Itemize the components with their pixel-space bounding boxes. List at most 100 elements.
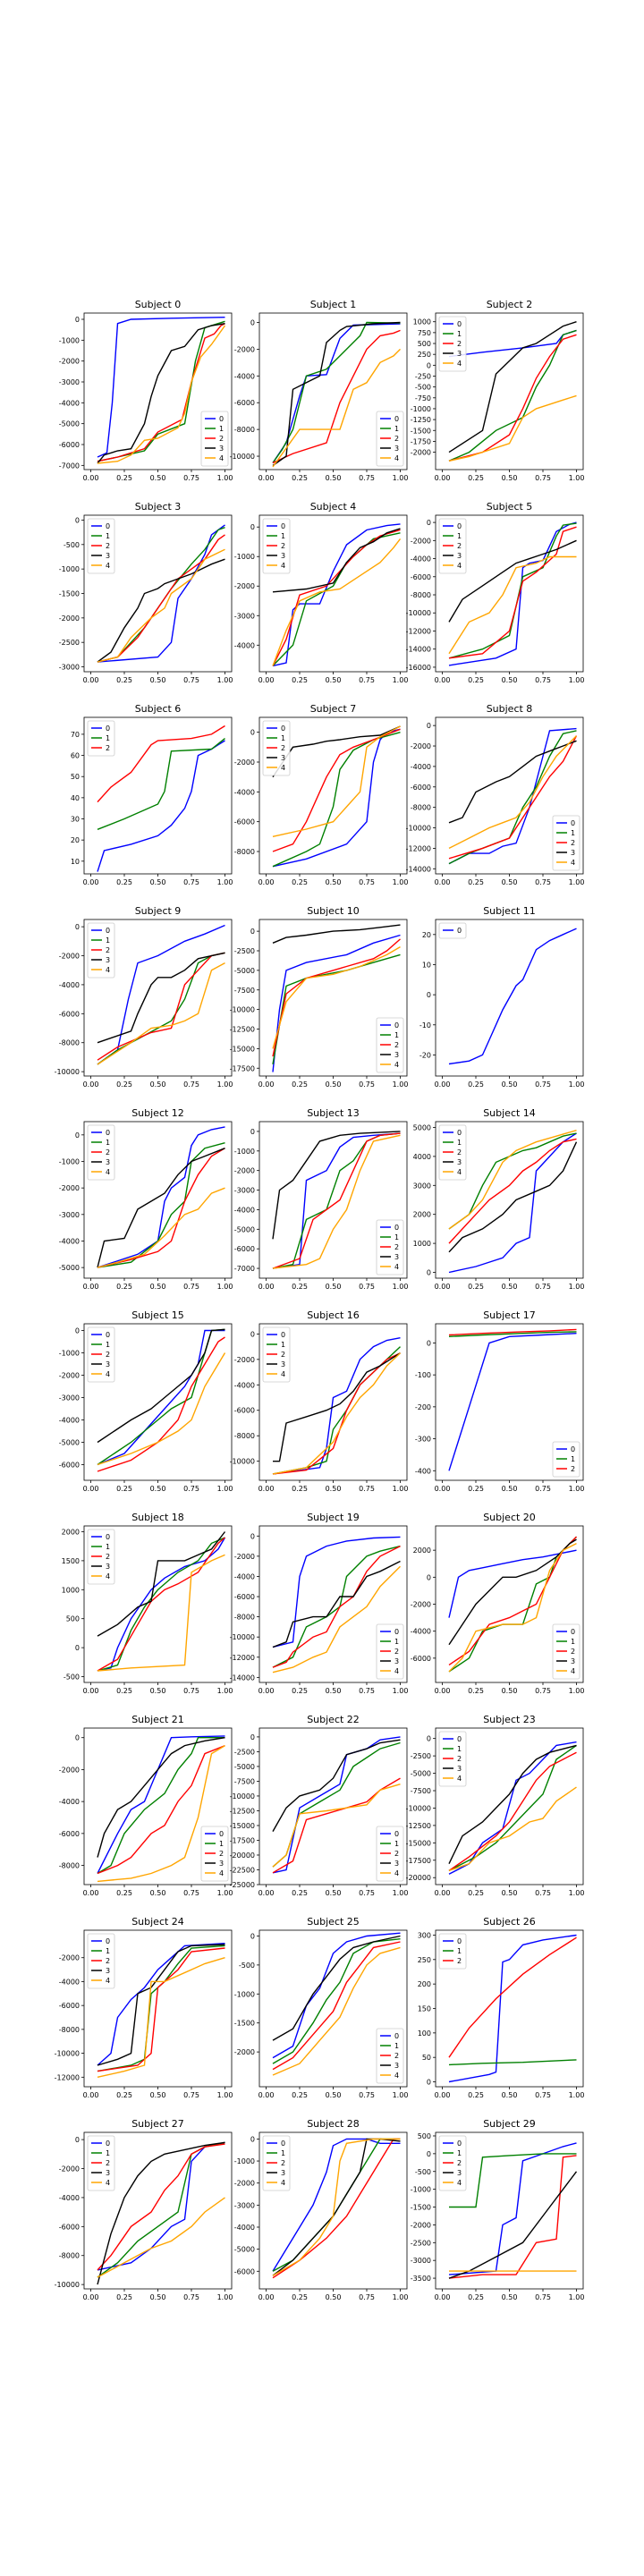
series-line-1 xyxy=(97,2141,225,2278)
y-tick-label: -15000 xyxy=(230,1045,255,1053)
legend-label: 4 xyxy=(457,360,462,368)
series-line-2 xyxy=(272,329,401,464)
legend-label: 2 xyxy=(106,542,110,550)
y-tick-label: -1000 xyxy=(59,336,80,344)
y-tick-label: 1000 xyxy=(413,1240,431,1248)
series-line-2 xyxy=(272,1132,401,1269)
legend-label: 2 xyxy=(394,1041,399,1049)
series-line-3 xyxy=(97,558,225,663)
series-line-4 xyxy=(448,1786,577,1872)
legend-label: 1 xyxy=(457,1947,462,1955)
x-tick-label: 1.00 xyxy=(393,1687,409,1695)
y-tick-label: -16000 xyxy=(406,664,431,672)
series-line-2 xyxy=(97,1336,225,1472)
series-line-2 xyxy=(272,529,401,666)
series-group xyxy=(272,1736,401,1874)
y-tick-label: -5000 xyxy=(234,1763,255,1771)
y-tick-label: 100 xyxy=(418,2029,431,2038)
x-tick-label: 1.00 xyxy=(393,2293,409,2301)
legend-label: 1 xyxy=(106,734,110,742)
y-tick-label: 250 xyxy=(418,1956,431,1964)
series-line-4 xyxy=(272,2138,401,2276)
y-tick-label: 20 xyxy=(422,931,431,939)
series-line-4 xyxy=(272,945,401,1049)
series-group xyxy=(272,1337,401,1475)
series-line-2 xyxy=(448,1751,577,1871)
x-tick-label: 0.50 xyxy=(326,878,342,886)
x-tick-label: 0.25 xyxy=(468,1080,484,1089)
x-tick-label: 0.25 xyxy=(292,2293,308,2301)
legend-label: 0 xyxy=(457,2140,462,2148)
series-line-4 xyxy=(272,1946,401,2076)
x-tick-label: 0.00 xyxy=(83,474,99,482)
x-tick-label: 0.25 xyxy=(292,2091,308,2099)
y-tick-label: -500 xyxy=(64,1674,80,1682)
x-tick-label: 0.50 xyxy=(326,474,342,482)
series-line-3 xyxy=(448,321,577,453)
x-tick-label: 0.00 xyxy=(258,1485,275,1493)
legend-label: 0 xyxy=(394,2032,399,2040)
series-group xyxy=(97,924,225,1065)
y-tick-label: -25000 xyxy=(230,1881,255,1889)
x-tick-label: 1.00 xyxy=(569,474,585,482)
subplot-23: Subject 23 0.00 0.25 0.50 0.75 1.00 0 -2500 -500… xyxy=(406,1714,585,1897)
x-tick-label: 0.75 xyxy=(535,1080,551,1089)
series-line-1 xyxy=(97,1945,225,2072)
series-line-1 xyxy=(448,522,577,659)
y-tick-label: 0 xyxy=(75,2136,80,2144)
y-tick-label: -8000 xyxy=(234,848,255,856)
x-tick-label: 0.50 xyxy=(150,2293,166,2301)
y-tick-label: -2000 xyxy=(59,1372,80,1380)
x-tick-label: 0.50 xyxy=(502,1687,518,1695)
x-tick-label: 0.00 xyxy=(435,2293,451,2301)
y-tick-label: 0 xyxy=(75,1327,80,1335)
series-line-4 xyxy=(448,394,577,462)
y-tick-label: 1000 xyxy=(413,318,431,326)
x-tick-label: 1.00 xyxy=(217,878,233,886)
y-tick-label: -4000 xyxy=(234,2224,255,2232)
legend-label: 1 xyxy=(106,1341,110,1349)
series-line-4 xyxy=(272,1352,401,1475)
y-tick-label: -4000 xyxy=(411,555,431,564)
legend-label: 4 xyxy=(457,562,462,570)
legend-label: 3 xyxy=(106,1563,110,1571)
legend-label: 1 xyxy=(457,532,462,540)
y-tick-label: -4000 xyxy=(59,1798,80,1806)
chart-title: Subject 23 xyxy=(483,1714,536,1725)
legend-label: 4 xyxy=(106,2179,110,2187)
y-tick-label: -1000 xyxy=(411,2186,431,2194)
y-tick-label: -2500 xyxy=(59,639,80,647)
y-tick-label: 1000 xyxy=(62,1586,80,1594)
subplot-6: Subject 6 0.00 0.25 0.50 0.75 1.00 70 60 50 40 30 2… xyxy=(71,703,233,886)
x-tick-label: 0.25 xyxy=(292,878,308,886)
legend-label: 3 xyxy=(106,2169,110,2177)
series-line-0 xyxy=(272,1736,401,1874)
chart-title: Subject 14 xyxy=(483,1107,536,1119)
y-tick-label: -6000 xyxy=(234,818,255,826)
legend-label: 1 xyxy=(394,1840,399,1848)
legend-label: 2 xyxy=(219,1850,224,1858)
x-tick-label: 0.00 xyxy=(258,676,275,684)
chart-title: Subject 22 xyxy=(307,1714,360,1725)
series-line-1 xyxy=(97,952,225,1065)
legend-label: 2 xyxy=(281,1351,285,1359)
legend-label: 4 xyxy=(394,454,399,462)
y-tick-label: -3000 xyxy=(411,2257,431,2265)
series-line-0 xyxy=(97,1126,225,1268)
legend-label: 1 xyxy=(394,425,399,433)
series-line-0 xyxy=(448,1549,577,1618)
subplot-14: Subject 140.00 0.25 0.50 0.75 1.005000400030… xyxy=(413,1107,585,1291)
legend-label: 1 xyxy=(571,1638,575,1646)
series-line-2 xyxy=(97,323,225,462)
y-tick-label: -6000 xyxy=(59,2223,80,2231)
y-tick-label: 40 xyxy=(71,794,80,802)
y-tick-label: -1500 xyxy=(234,2020,255,2028)
y-tick-label: -2000 xyxy=(59,614,80,623)
subplot-8: Subject 8 0.00 0.25 0.50 0.75 1.00 0 -2000 -4000… xyxy=(406,703,585,886)
x-tick-label: 0.75 xyxy=(535,878,551,886)
series-line-4 xyxy=(272,348,401,468)
series-line-3 xyxy=(97,1531,226,1637)
